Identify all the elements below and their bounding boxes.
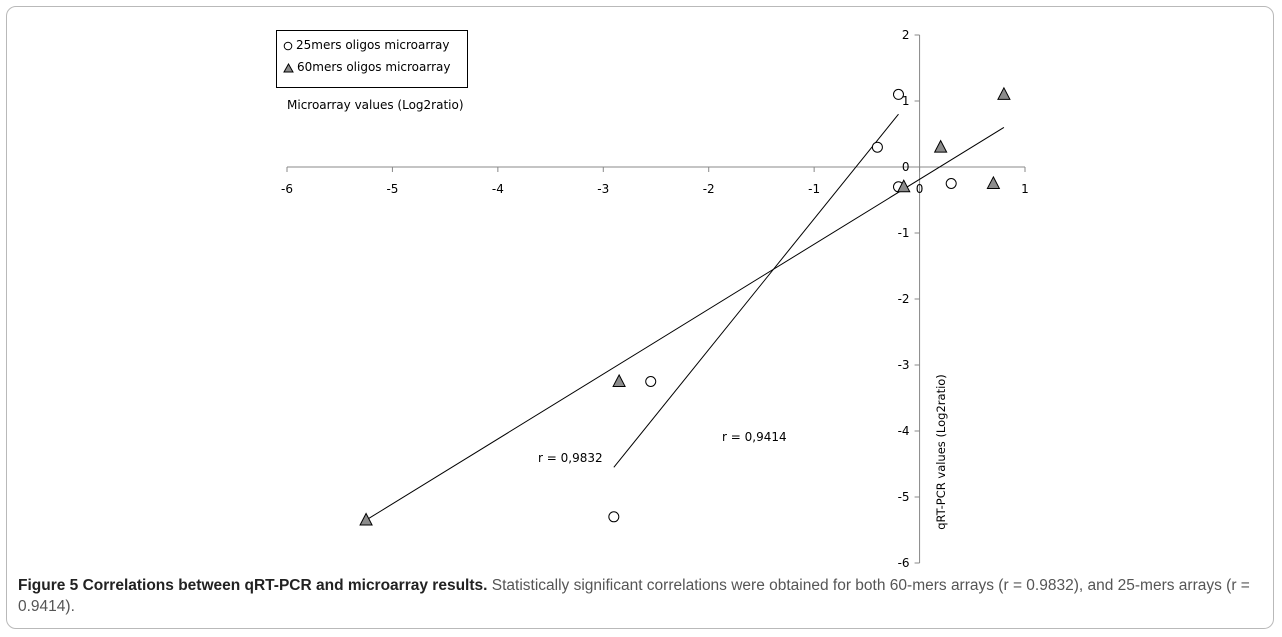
scatter-chart: -6 -5 -4 -3 -2 -1 0 1 2 1 0 -1 -2 -3 -4 -5 -6 Microarray…: [281, 28, 1029, 570]
data-point-25mers: [871, 141, 883, 153]
x-tick-label: -1: [808, 182, 820, 196]
figure-frame: [6, 6, 1274, 629]
legend-label-25mers: 25mers oligos microarray: [296, 38, 450, 52]
open-circle-icon: [283, 41, 293, 50]
caption-text: Statistically significant correlations w…: [18, 577, 1250, 615]
x-tick-label: -4: [492, 182, 504, 196]
x-tick-label: -5: [386, 182, 398, 196]
data-point-60mers: [933, 139, 948, 153]
fit-line-25mers: [613, 113, 899, 468]
legend-item-25mers: 25mers oligos microarray: [283, 36, 449, 54]
y-tick-label: 1: [902, 94, 910, 108]
x-tick-label: -6: [281, 182, 293, 196]
figure-caption: Figure 5 Correlations between qRT-PCR an…: [18, 575, 1263, 617]
x-tick-label: -2: [703, 182, 715, 196]
caption-label: Figure 5 Correlations between qRT-PCR an…: [18, 577, 488, 594]
fit-line-60mers: [365, 126, 1005, 521]
data-point-25mers: [892, 88, 904, 100]
data-point-60mers: [986, 175, 1001, 189]
x-tick-label: -3: [597, 182, 609, 196]
y-tick-label: -2: [898, 292, 910, 306]
y-tick-label: 0: [902, 160, 910, 174]
triangle-icon: [283, 62, 294, 72]
data-point-60mers: [359, 512, 373, 526]
y-tick-label: -4: [898, 424, 910, 438]
x-axis-label: Microarray values (Log2ratio): [287, 98, 464, 112]
annotation-r-25mers: r = 0,9414: [722, 430, 787, 444]
y-tick-label: -5: [898, 490, 910, 504]
data-point-25mers: [945, 178, 957, 189]
data-point-60mers: [997, 86, 1011, 100]
data-point-60mers: [612, 373, 626, 387]
y-tick-label: -3: [898, 358, 910, 372]
annotation-r-60mers: r = 0,9832: [538, 451, 603, 465]
y-tick-label: 2: [902, 28, 910, 42]
y-axis-label: qRT-PCR values (Log2ratio): [934, 374, 948, 530]
y-tick-label: -6: [898, 556, 910, 570]
legend-label-60mers: 60mers oligos microarray: [297, 60, 451, 74]
x-tick-label: 0: [916, 182, 924, 196]
data-point-60mers: [896, 179, 911, 193]
y-tick-label: -1: [898, 226, 910, 240]
data-point-25mers: [608, 511, 620, 523]
data-point-25mers: [645, 376, 657, 387]
legend-item-60mers: 60mers oligos microarray: [283, 58, 450, 76]
legend: 25mers oligos microarray 60mers oligos m…: [276, 30, 468, 88]
x-tick-label: 1: [1021, 182, 1029, 196]
